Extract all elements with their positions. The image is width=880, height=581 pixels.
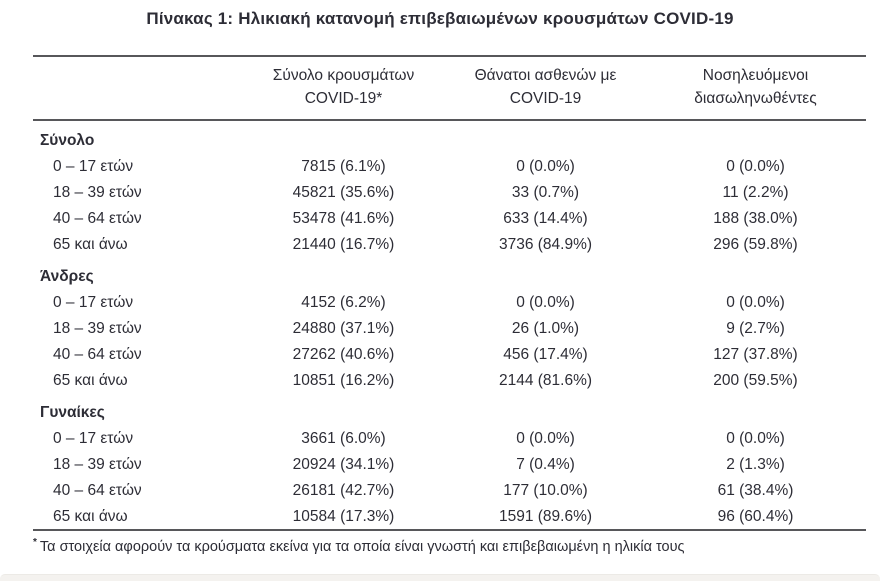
age-label: 18 – 39 ετών bbox=[53, 319, 142, 337]
age-label: 40 – 64 ετών bbox=[53, 209, 142, 227]
header-line1: Νοσηλευόμενοι bbox=[702, 67, 809, 84]
table-row: 65 και άνω 21440 (16.7%) 3736 (84.9%) 296 (… bbox=[33, 231, 866, 257]
header-empty-cell bbox=[33, 55, 241, 121]
age-label: 0 – 17 ετών bbox=[53, 429, 134, 447]
deaths-value: 0 (0.0%) bbox=[516, 293, 575, 311]
table-body: Σύνολο 0 – 17 ετών 7815 (6.1%) 0 (0.0%) 0 (0… bbox=[33, 120, 866, 530]
age-label: 65 και άνω bbox=[53, 507, 128, 525]
bottom-card-edge bbox=[0, 574, 880, 581]
section-header-row: Άνδρες bbox=[33, 257, 866, 289]
age-label: 0 – 17 ετών bbox=[53, 293, 134, 311]
cases-value: 21440 (16.7%) bbox=[292, 235, 395, 253]
intubated-value: 61 (38.4%) bbox=[717, 481, 794, 499]
age-label: 65 και άνω bbox=[53, 371, 128, 389]
deaths-value: 456 (17.4%) bbox=[503, 345, 588, 363]
table-row: 65 και άνω 10851 (16.2%) 2144 (81.6%) 200 (… bbox=[33, 367, 866, 393]
age-label: 18 – 39 ετών bbox=[53, 455, 142, 473]
header-intubated: Νοσηλευόμενοι διασωληνωθέντες bbox=[645, 55, 866, 121]
footnote-asterisk: * bbox=[33, 537, 37, 548]
age-label: 18 – 39 ετών bbox=[53, 183, 142, 201]
deaths-value: 26 (1.0%) bbox=[511, 319, 580, 337]
age-label: 0 – 17 ετών bbox=[53, 157, 134, 175]
section-label: Άνδρες bbox=[40, 268, 94, 285]
intubated-value: 96 (60.4%) bbox=[717, 507, 794, 525]
cases-value: 4152 (6.2%) bbox=[301, 293, 386, 311]
deaths-value: 7 (0.4%) bbox=[516, 455, 575, 473]
intubated-value: 0 (0.0%) bbox=[726, 429, 785, 447]
header-line2: διασωληνωθέντες bbox=[694, 90, 817, 107]
cases-value: 26181 (42.7%) bbox=[292, 481, 395, 499]
intubated-value: 200 (59.5%) bbox=[713, 371, 798, 389]
age-label: 40 – 64 ετών bbox=[53, 481, 142, 499]
cases-value: 53478 (41.6%) bbox=[292, 209, 395, 227]
intubated-value: 9 (2.7%) bbox=[726, 319, 785, 337]
deaths-value: 177 (10.0%) bbox=[503, 481, 588, 499]
section-header-row: Σύνολο bbox=[33, 120, 866, 153]
deaths-value: 0 (0.0%) bbox=[516, 157, 575, 175]
intubated-value: 0 (0.0%) bbox=[726, 157, 785, 175]
header-line1: Θάνατοι ασθενών με bbox=[474, 67, 617, 84]
footnote: * Τα στοιχεία αφορούν τα κρούσματα εκείνα… bbox=[33, 537, 880, 555]
header-deaths: Θάνατοι ασθενών με COVID-19 bbox=[446, 55, 645, 121]
table-row: 0 – 17 ετών 4152 (6.2%) 0 (0.0%) 0 (0.0%) bbox=[33, 289, 866, 315]
table-row: 0 – 17 ετών 7815 (6.1%) 0 (0.0%) 0 (0.0%) bbox=[33, 153, 866, 179]
section-header-row: Γυναίκες bbox=[33, 393, 866, 425]
section-label: Γυναίκες bbox=[40, 404, 105, 421]
intubated-value: 296 (59.8%) bbox=[713, 235, 798, 253]
intubated-value: 2 (1.3%) bbox=[726, 455, 785, 473]
header-line2: COVID-19* bbox=[304, 90, 383, 107]
table-row: 18 – 39 ετών 20924 (34.1%) 7 (0.4%) 2 (1.3%… bbox=[33, 451, 866, 477]
deaths-value: 633 (14.4%) bbox=[503, 209, 588, 227]
age-label: 65 και άνω bbox=[53, 235, 128, 253]
cases-value: 10851 (16.2%) bbox=[292, 371, 395, 389]
table-row: 18 – 39 ετών 45821 (35.6%) 33 (0.7%) 11 (2.… bbox=[33, 179, 866, 205]
cases-value: 24880 (37.1%) bbox=[292, 319, 395, 337]
table-row: 40 – 64 ετών 26181 (42.7%) 177 (10.0%) 61 (… bbox=[33, 477, 866, 503]
age-label: 40 – 64 ετών bbox=[53, 345, 142, 363]
covid-age-distribution-table: Σύνολο κρουσμάτων COVID-19* Θάνατοι ασθε… bbox=[33, 55, 866, 531]
page-title: Πίνακας 1: Ηλικιακή κατανομή επιβεβαιωμέ… bbox=[146, 9, 734, 28]
cases-value: 45821 (35.6%) bbox=[292, 183, 395, 201]
deaths-value: 2144 (81.6%) bbox=[498, 371, 593, 389]
table-row: 0 – 17 ετών 3661 (6.0%) 0 (0.0%) 0 (0.0%) bbox=[33, 425, 866, 451]
header-total-cases: Σύνολο κρουσμάτων COVID-19* bbox=[241, 55, 446, 121]
deaths-value: 1591 (89.6%) bbox=[498, 507, 593, 525]
section-label: Σύνολο bbox=[40, 132, 95, 149]
table-row: 65 και άνω 10584 (17.3%) 1591 (89.6%) 96 (6… bbox=[33, 503, 866, 530]
table-row: 40 – 64 ετών 53478 (41.6%) 633 (14.4%) 188 … bbox=[33, 205, 866, 231]
intubated-value: 11 (2.2%) bbox=[722, 183, 789, 201]
table-row: 40 – 64 ετών 27262 (40.6%) 456 (17.4%) 127 … bbox=[33, 341, 866, 367]
header-row: Σύνολο κρουσμάτων COVID-19* Θάνατοι ασθε… bbox=[33, 55, 866, 121]
cases-value: 27262 (40.6%) bbox=[292, 345, 395, 363]
deaths-value: 33 (0.7%) bbox=[511, 183, 580, 201]
footnote-text: Τα στοιχεία αφορούν τα κρούσματα εκείνα … bbox=[39, 538, 685, 555]
cases-value: 20924 (34.1%) bbox=[292, 455, 395, 473]
header-line1: Σύνολο κρουσμάτων bbox=[272, 67, 415, 84]
intubated-value: 0 (0.0%) bbox=[726, 293, 785, 311]
intubated-value: 127 (37.8%) bbox=[713, 345, 798, 363]
cases-value: 7815 (6.1%) bbox=[301, 157, 386, 175]
header-line2: COVID-19 bbox=[509, 90, 582, 107]
deaths-value: 0 (0.0%) bbox=[516, 429, 575, 447]
deaths-value: 3736 (84.9%) bbox=[498, 235, 593, 253]
table-row: 18 – 39 ετών 24880 (37.1%) 26 (1.0%) 9 (2.7… bbox=[33, 315, 866, 341]
cases-value: 3661 (6.0%) bbox=[301, 429, 386, 447]
table-header: Σύνολο κρουσμάτων COVID-19* Θάνατοι ασθε… bbox=[33, 55, 866, 121]
intubated-value: 188 (38.0%) bbox=[713, 209, 798, 227]
cases-value: 10584 (17.3%) bbox=[292, 507, 395, 525]
